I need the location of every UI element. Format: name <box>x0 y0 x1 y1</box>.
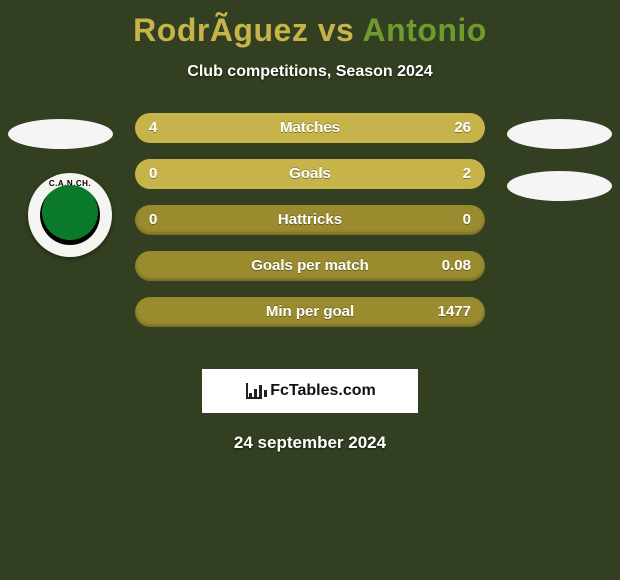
stat-row: Goals0 2 <box>135 159 485 189</box>
subtitle: Club competitions, Season 2024 <box>0 63 620 81</box>
source-logo-text: FcTables.com <box>270 382 376 400</box>
comparison-arena: C.A.N.CH. Matches426Goals02Hattricks00Go… <box>0 113 620 363</box>
stat-row: Goals per match0.08 <box>135 251 485 281</box>
title-vs: vs <box>308 12 362 48</box>
snapshot-date: 24 september 2024 <box>0 433 620 453</box>
stat-label: Goals per match <box>135 251 485 281</box>
club-left-badge: C.A.N.CH. <box>28 173 112 257</box>
stat-value-left: 0 <box>149 159 157 189</box>
stat-value-right: 1477 <box>438 297 471 327</box>
source-logo: FcTables.com <box>202 369 418 413</box>
stat-label: Min per goal <box>135 297 485 327</box>
stat-value-left: 0 <box>149 205 157 235</box>
stat-value-right: 0 <box>463 205 471 235</box>
title-player-left: RodrÃ­guez <box>133 12 308 48</box>
page-title: RodrÃ­guez vs Antonio <box>0 0 620 49</box>
title-player-right: Antonio <box>363 12 487 48</box>
player-right-silhouette <box>507 119 612 149</box>
stat-bars: Matches426Goals02Hattricks00Goals per ma… <box>135 113 485 343</box>
stat-label: Matches <box>135 113 485 143</box>
stat-value-left: 4 <box>149 113 157 143</box>
club-badge-icon <box>40 185 100 245</box>
stat-value-right: 0.08 <box>442 251 471 281</box>
stat-label: Goals <box>135 159 485 189</box>
stat-row: Matches4 26 <box>135 113 485 143</box>
stat-value-right: 2 <box>463 159 471 189</box>
stat-row: Min per goal1477 <box>135 297 485 327</box>
stat-label: Hattricks <box>135 205 485 235</box>
stat-row: Hattricks0 0 <box>135 205 485 235</box>
stat-value-right: 26 <box>454 113 471 143</box>
club-right-silhouette <box>507 171 612 201</box>
player-left-silhouette <box>8 119 113 149</box>
chart-icon <box>244 381 264 401</box>
